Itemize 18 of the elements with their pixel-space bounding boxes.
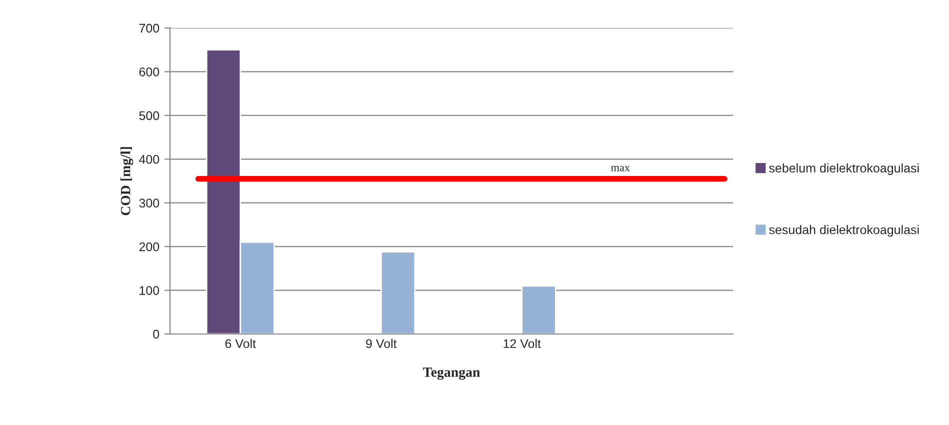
y-axis-title: COD [mg/l] [120, 147, 134, 216]
y-tick-label: 100 [140, 286, 160, 295]
y-tick-label: 400 [139, 154, 160, 164]
x-tick-label: 6 Volt [225, 338, 256, 348]
x-axis-title: Tegangan [423, 368, 480, 380]
y-tick-label: 200 [139, 242, 160, 252]
y-tick-label: 0 [153, 330, 160, 339]
x-tick-label: 9 Volt [366, 338, 397, 348]
legend-label: sesudah dielektrokoagulasi [769, 225, 919, 237]
ref-line-label: max [611, 166, 630, 172]
y-tick-label: 300 [139, 198, 160, 208]
y-tick-label: 600 [139, 68, 160, 76]
y-tick-label: 700 [139, 24, 160, 33]
x-tick-label: 12 Volt [504, 338, 541, 348]
legend-label: sebelum dielektrokoagulasi [769, 163, 919, 175]
bar [521, 285, 556, 334]
bar [380, 251, 416, 334]
y-tick-label: 500 [139, 111, 160, 120]
